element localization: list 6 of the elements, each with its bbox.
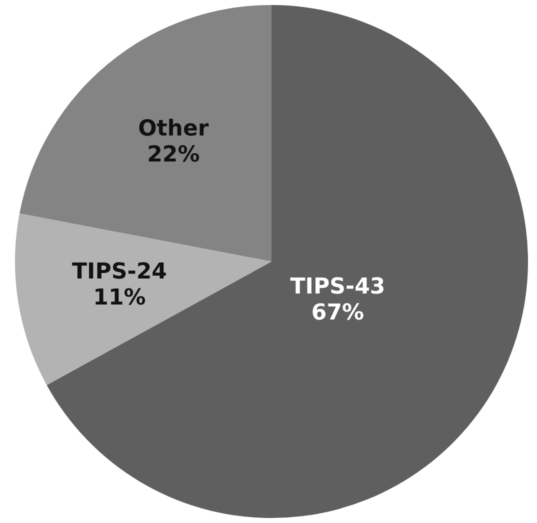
slice-label: Other bbox=[138, 116, 209, 142]
slice-label: TIPS-24 bbox=[72, 259, 167, 284]
data-label: 67% bbox=[311, 300, 364, 326]
slice-label: TIPS-43 bbox=[290, 274, 386, 300]
data-label: 22% bbox=[147, 142, 200, 168]
data-label: 11% bbox=[93, 285, 146, 310]
